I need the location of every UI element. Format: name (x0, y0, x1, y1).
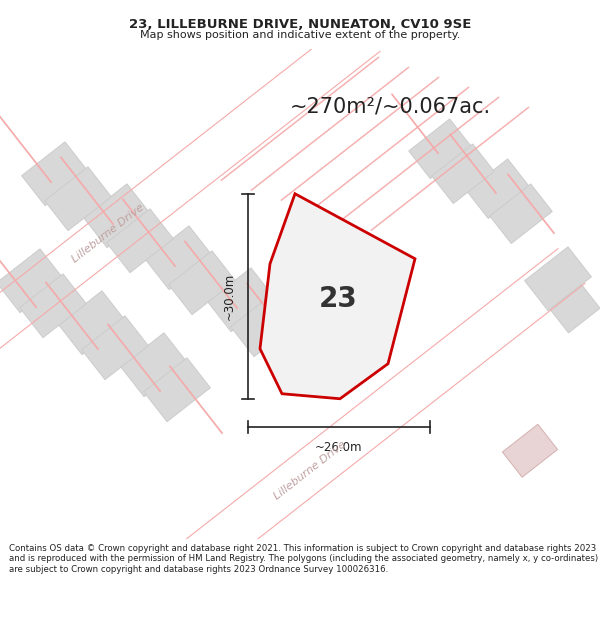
Polygon shape (83, 184, 151, 248)
Text: ~270m²/~0.067ac.: ~270m²/~0.067ac. (289, 97, 491, 117)
Polygon shape (524, 247, 592, 311)
Text: Contains OS data © Crown copyright and database right 2021. This information is : Contains OS data © Crown copyright and d… (9, 544, 598, 574)
Polygon shape (490, 184, 552, 244)
Polygon shape (121, 333, 187, 397)
Text: Map shows position and indicative extent of the property.: Map shows position and indicative extent… (140, 30, 460, 40)
Polygon shape (22, 142, 88, 206)
Polygon shape (44, 167, 112, 231)
Polygon shape (208, 268, 274, 332)
Polygon shape (550, 284, 600, 333)
Polygon shape (230, 293, 298, 357)
Polygon shape (0, 249, 64, 312)
Polygon shape (107, 209, 173, 272)
Polygon shape (467, 159, 529, 219)
Polygon shape (260, 194, 415, 399)
Polygon shape (82, 316, 148, 379)
Text: ~26.0m: ~26.0m (315, 441, 363, 454)
Text: 23, LILLEBURNE DRIVE, NUNEATON, CV10 9SE: 23, LILLEBURNE DRIVE, NUNEATON, CV10 9SE (129, 18, 471, 31)
Polygon shape (409, 119, 471, 179)
Polygon shape (169, 251, 235, 314)
Text: Lilleburne Drive: Lilleburne Drive (272, 439, 348, 502)
Polygon shape (432, 144, 494, 204)
Polygon shape (59, 291, 125, 354)
Text: Lilleburne Drive: Lilleburne Drive (70, 202, 146, 265)
Polygon shape (502, 424, 557, 478)
Polygon shape (20, 274, 86, 338)
Text: 23: 23 (319, 285, 358, 312)
Polygon shape (146, 226, 212, 289)
Polygon shape (143, 358, 211, 422)
Text: ~30.0m: ~30.0m (223, 272, 236, 320)
